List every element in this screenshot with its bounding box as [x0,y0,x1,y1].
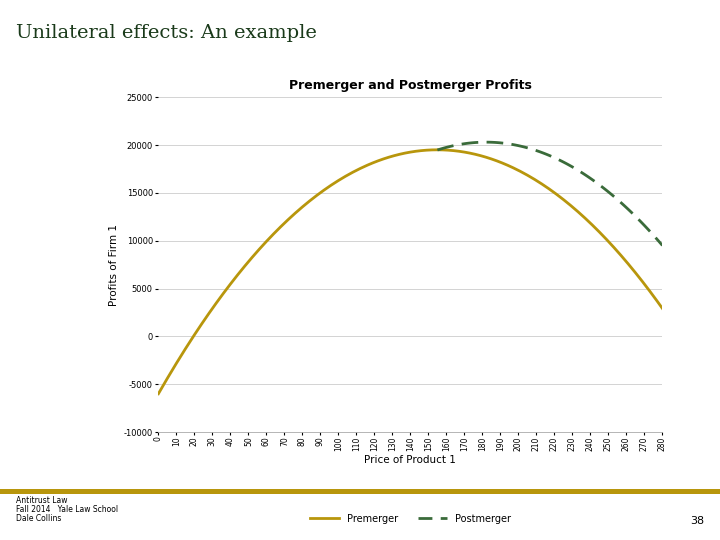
X-axis label: Price of Product 1: Price of Product 1 [364,455,456,465]
Text: Fall 2014   Yale Law School: Fall 2014 Yale Law School [16,505,118,514]
Text: Antitrust Law: Antitrust Law [16,496,68,505]
Y-axis label: Profits of Firm 1: Profits of Firm 1 [109,224,120,306]
Text: Unilateral effects: An example: Unilateral effects: An example [16,24,317,42]
Legend: Premerger, Postmerger: Premerger, Postmerger [306,510,515,528]
Text: Dale Collins: Dale Collins [16,514,61,523]
Title: Premerger and Postmerger Profits: Premerger and Postmerger Profits [289,79,532,92]
Text: 38: 38 [690,516,704,526]
